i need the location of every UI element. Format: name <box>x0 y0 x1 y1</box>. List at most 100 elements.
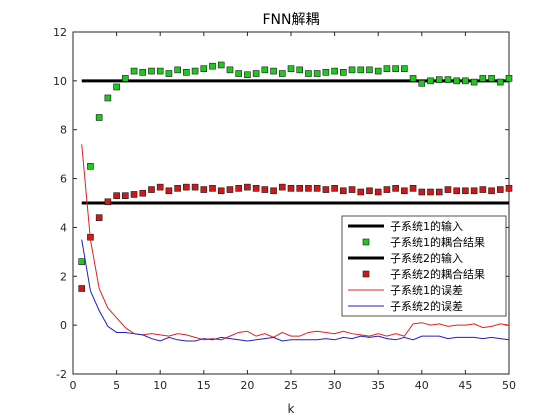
data-point <box>130 67 138 75</box>
data-point <box>322 69 330 76</box>
data-point <box>217 61 225 69</box>
data-point <box>305 185 312 192</box>
data-point <box>322 186 330 193</box>
data-point <box>226 66 234 74</box>
data-point <box>340 187 347 195</box>
data-point <box>78 285 86 292</box>
y-tick-label: 10 <box>53 75 67 88</box>
y-tick-label: -2 <box>56 368 67 381</box>
data-point <box>496 78 504 86</box>
series-line <box>81 239 510 342</box>
x-tick-label: 10 <box>153 379 167 392</box>
legend-label: 子系统1的输入 <box>390 219 463 233</box>
data-point <box>505 185 513 192</box>
y-tick-label: 2 <box>60 270 67 283</box>
data-point <box>287 185 295 192</box>
legend-label: 子系统2的耦合结果 <box>390 267 485 281</box>
legend-swatch <box>362 238 370 246</box>
x-tick-label: 45 <box>458 379 472 392</box>
data-point <box>139 189 147 197</box>
x-tick-label: 20 <box>240 379 254 392</box>
legend-entry: 子系统1的误差 <box>348 283 463 297</box>
series-error1-line <box>81 144 510 341</box>
x-tick-label: 0 <box>70 379 77 392</box>
data-point <box>278 183 286 191</box>
data-point <box>183 183 190 191</box>
data-point <box>479 186 487 193</box>
data-point <box>462 77 469 85</box>
data-point <box>252 185 260 192</box>
data-point <box>261 66 269 74</box>
legend-swatch <box>362 270 370 278</box>
x-tick-label: 35 <box>371 379 385 392</box>
data-point <box>435 188 443 196</box>
x-tick-label: 30 <box>328 379 342 392</box>
legend-entry: 子系统1的输入 <box>348 219 463 233</box>
data-point <box>409 75 417 82</box>
x-tick-label: 50 <box>502 379 516 392</box>
data-point <box>191 183 199 191</box>
legend-entry: 子系统1的耦合结果 <box>362 235 485 249</box>
data-point <box>348 186 356 193</box>
data-point <box>409 185 417 192</box>
x-tick-label: 15 <box>197 379 211 392</box>
legend-entry: 子系统2的输入 <box>348 251 463 265</box>
data-point <box>392 185 399 192</box>
data-point <box>331 185 338 192</box>
legend: 子系统1的输入子系统1的耦合结果子系统2的输入子系统2的耦合结果子系统1的误差子… <box>341 215 507 317</box>
data-point <box>366 187 373 195</box>
data-point <box>200 186 208 193</box>
data-point <box>278 70 286 77</box>
x-tick-label: 5 <box>113 379 120 392</box>
x-axis-label: k <box>288 402 295 416</box>
data-point <box>392 65 399 72</box>
legend-label: 子系统1的误差 <box>390 283 463 297</box>
legend-label: 子系统1的耦合结果 <box>390 235 485 249</box>
data-point <box>122 75 129 82</box>
data-point <box>174 185 181 192</box>
data-point <box>357 66 365 74</box>
data-point <box>340 69 347 76</box>
data-point <box>488 75 495 82</box>
data-point <box>470 187 478 195</box>
data-point <box>488 187 495 195</box>
data-point <box>505 75 513 82</box>
y-tick-label: 0 <box>60 319 67 332</box>
data-point <box>165 70 173 77</box>
x-tick-label: 40 <box>415 379 429 392</box>
data-point <box>453 77 460 85</box>
data-point <box>418 80 426 87</box>
legend-box <box>341 215 507 317</box>
data-point <box>104 94 112 102</box>
series-error2-line <box>81 239 510 342</box>
y-tick-label: 4 <box>60 221 67 234</box>
data-point <box>401 187 408 195</box>
data-point <box>418 188 426 196</box>
legend-label: 子系统2的误差 <box>390 299 463 313</box>
data-point <box>374 67 382 75</box>
data-point <box>374 188 382 196</box>
x-tick-label: 25 <box>284 379 298 392</box>
data-point <box>313 185 321 192</box>
series-coupled1-markers <box>78 61 513 265</box>
data-point <box>183 69 190 76</box>
data-point <box>444 76 452 83</box>
data-point <box>331 67 338 75</box>
data-point <box>235 185 242 192</box>
data-point <box>348 66 356 74</box>
data-point <box>496 186 504 193</box>
data-point <box>226 186 234 193</box>
data-point <box>313 70 321 77</box>
data-point <box>165 187 173 195</box>
data-point <box>95 214 103 221</box>
y-tick-label: 8 <box>60 124 67 137</box>
data-point <box>209 62 216 70</box>
data-point <box>156 183 164 191</box>
chart-title: FNN解耦 <box>263 12 320 28</box>
data-point <box>270 187 277 195</box>
data-point <box>139 69 147 76</box>
data-point <box>244 183 251 191</box>
data-point <box>113 192 120 199</box>
data-point <box>305 70 312 77</box>
